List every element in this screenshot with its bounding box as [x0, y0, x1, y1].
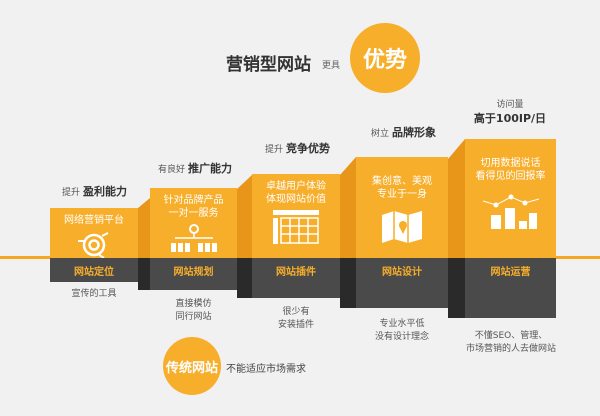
step-side-2	[138, 198, 150, 258]
step-caption-1: 提升 盈利能力	[62, 185, 128, 198]
step-caption-4: 树立 品牌形象	[371, 126, 437, 139]
step-note-4: 专业水平低 没有设计理念	[374, 319, 429, 342]
footer-text: 不能适应市场需求	[226, 364, 306, 375]
step-caption-5: 访问量 高于100IP/日	[473, 100, 547, 125]
step-side-5	[448, 139, 465, 258]
step-side-3	[237, 175, 252, 258]
step-front-4: 集创意、美观 专业于一身	[356, 157, 448, 258]
step-label-5: 网站运营	[465, 258, 556, 318]
step-shadow-5	[448, 258, 465, 318]
step-caption-3: 提升 竞争优势	[265, 142, 331, 155]
step-label-3: 网站插件	[252, 258, 340, 298]
step-label-2: 网站规划	[150, 258, 237, 290]
step-shadow-2	[138, 258, 150, 290]
page-title: 营销型网站	[226, 55, 311, 75]
traditional-site-badge: 传统网站	[163, 337, 221, 395]
step-label-1: 网站定位	[50, 258, 138, 282]
chart-icon	[482, 194, 539, 229]
step-note-1: 宣传的工具	[71, 289, 117, 299]
step-caption-2: 有良好 推广能力	[158, 162, 233, 175]
title-connector: 更具	[322, 61, 341, 71]
step-shadow-3	[237, 258, 252, 298]
step-note-3: 很少有 安装插件	[277, 307, 314, 330]
target-icon	[78, 232, 109, 259]
step-note-5: 不懂SEO、管理、 市场营销的人去做网站	[465, 331, 556, 354]
step-front-1: 网络营销平台	[50, 208, 138, 259]
grid-icon	[273, 210, 319, 244]
sitemap-icon	[170, 224, 217, 252]
step-shadow-4	[340, 258, 356, 308]
step-front-3: 卓越用户体验 体现网站价值	[252, 174, 340, 258]
step-side-4	[340, 157, 356, 258]
step-front-2: 针对品牌产品 一对一服务	[150, 188, 237, 258]
map-icon	[382, 211, 422, 243]
advantage-badge: 优势	[350, 23, 420, 93]
step-front-5: 切用数据说话 看得见的回报率	[465, 139, 556, 258]
step-label-4: 网站设计	[356, 258, 448, 308]
step-note-2: 直接模仿 同行网站	[175, 299, 212, 322]
